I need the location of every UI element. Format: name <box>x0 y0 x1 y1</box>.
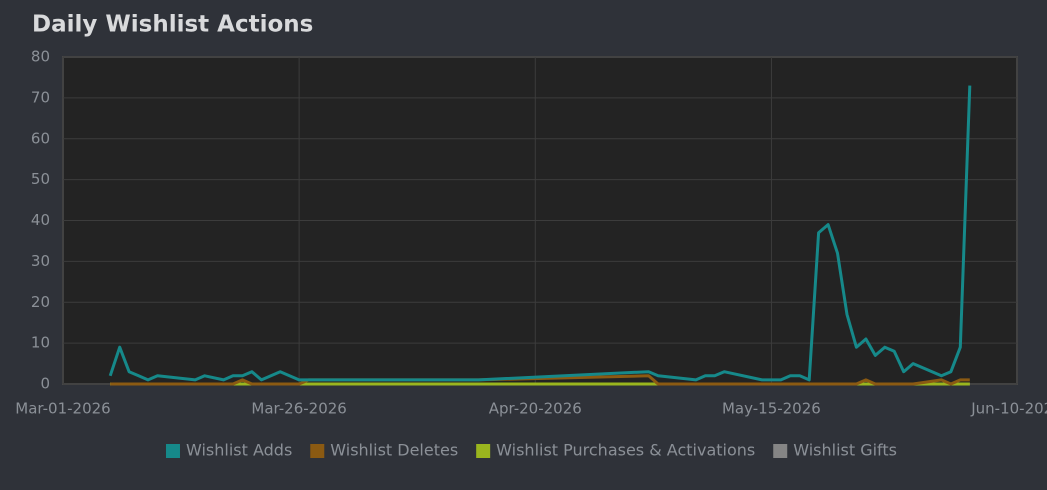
y-tick-label: 40 <box>31 211 50 229</box>
y-tick-label: 30 <box>31 252 50 270</box>
y-tick-label: 10 <box>31 334 50 352</box>
legend-swatch <box>165 444 180 458</box>
chart-title: Daily Wishlist Actions <box>32 12 313 38</box>
legend-label: Wishlist Purchases & Activations <box>496 441 755 460</box>
y-tick-label: 0 <box>40 375 50 393</box>
x-tick-label: Jun-10-2026 <box>970 400 1047 418</box>
x-tick-label: May-15-2026 <box>722 400 821 418</box>
legend-label: Wishlist Deletes <box>330 441 458 460</box>
legend-label: Wishlist Gifts <box>793 441 897 460</box>
x-tick-label: Mar-01-2026 <box>15 400 110 418</box>
y-tick-label: 50 <box>31 170 50 188</box>
series-line <box>110 374 970 386</box>
x-tick-label: Apr-20-2026 <box>489 400 582 418</box>
x-tick-label: Mar-26-2026 <box>251 400 346 418</box>
y-tick-label: 60 <box>31 129 50 147</box>
legend-swatch <box>310 444 325 458</box>
legend-label: Wishlist Adds <box>186 441 292 460</box>
y-tick-label: 70 <box>31 88 50 106</box>
legend-swatch <box>773 444 788 458</box>
y-tick-label: 20 <box>31 293 50 311</box>
legend-swatch <box>476 444 491 458</box>
y-tick-label: 80 <box>31 48 50 66</box>
series-line <box>108 85 972 382</box>
